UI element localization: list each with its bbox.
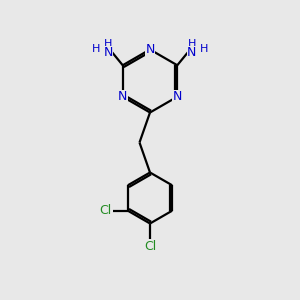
Text: Cl: Cl — [99, 204, 112, 217]
Text: N: N — [118, 90, 128, 103]
Text: H: H — [92, 44, 100, 54]
Text: N: N — [103, 46, 113, 59]
Text: H: H — [104, 39, 112, 49]
Text: Cl: Cl — [144, 239, 156, 253]
Text: N: N — [187, 46, 196, 59]
Text: N: N — [172, 90, 182, 103]
Text: N: N — [145, 43, 155, 56]
Text: H: H — [188, 39, 196, 49]
Text: H: H — [200, 44, 208, 54]
